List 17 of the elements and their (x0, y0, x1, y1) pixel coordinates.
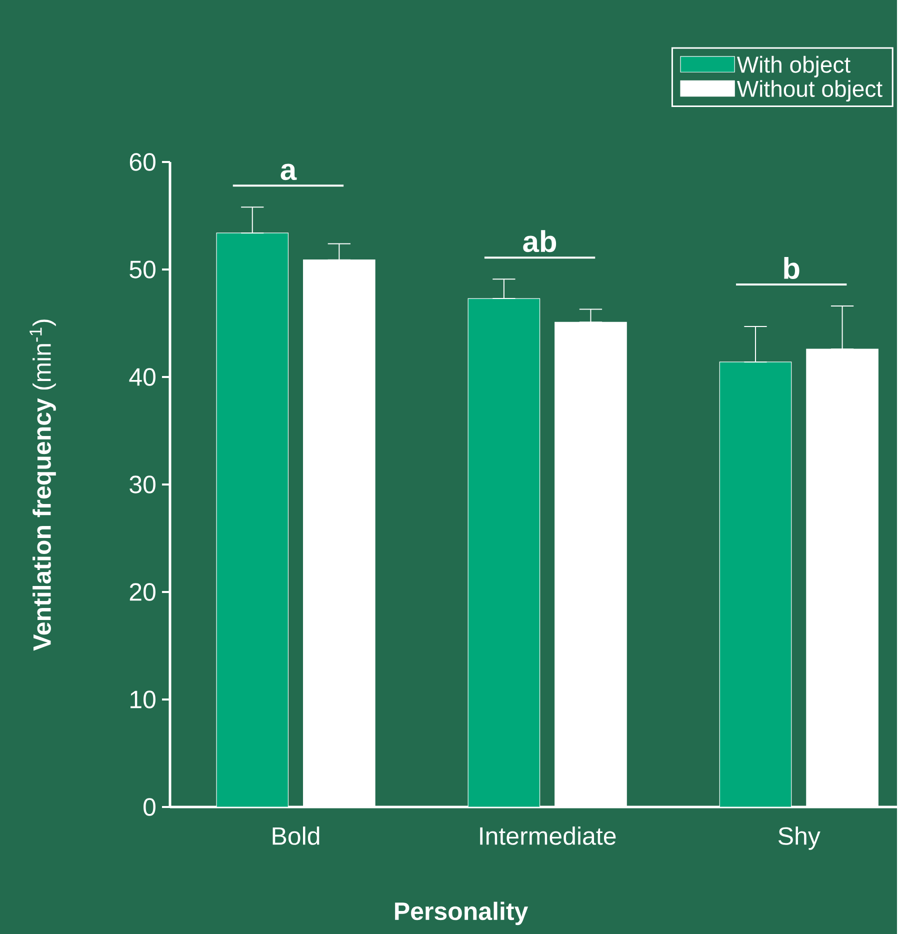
y-tick-label: 20 (130, 583, 156, 601)
x-tick-label: Intermediate (480, 826, 616, 845)
y-tick-label: 60 (130, 153, 156, 171)
y-tick-label: 30 (129, 476, 156, 494)
legend-label: Without object (736, 80, 882, 102)
x-tick-label: Shy (778, 826, 820, 850)
y-tick-label: 50 (130, 260, 156, 278)
y-axis-title: Ventilation frequency (min$^{-1}$) (30, 320, 56, 651)
annotation: a (280, 164, 297, 180)
y-tick-label: 10 (130, 690, 156, 708)
annotation: b (784, 257, 800, 280)
y-tick-label: 40 (129, 368, 156, 386)
legend-label: With object (736, 56, 850, 78)
x-axis-title: Personality (394, 902, 528, 926)
x-tick-label: Bold (272, 826, 320, 845)
annotation: ab (523, 230, 556, 252)
y-tick-label: 0 (143, 798, 156, 816)
